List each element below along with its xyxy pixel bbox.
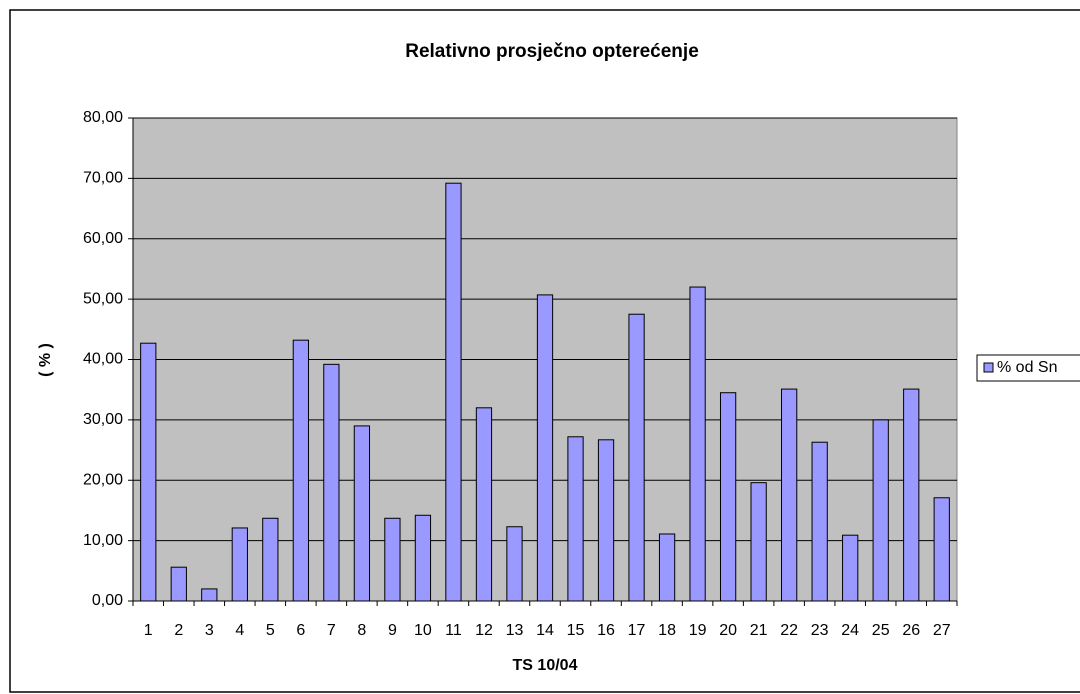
x-tick-label: 2	[174, 622, 183, 639]
x-tick-label: 26	[902, 622, 920, 639]
bar	[903, 388, 920, 602]
y-axis-label: ( % )	[37, 343, 54, 377]
x-tick-label: 7	[327, 622, 336, 639]
x-tick-label: 24	[841, 622, 859, 639]
y-tick-label: 80,00	[83, 109, 123, 126]
chart-title: Relativno prosječno opterećenje	[405, 41, 699, 62]
bar	[292, 339, 309, 602]
x-tick-label: 25	[872, 622, 890, 639]
bar	[658, 533, 676, 602]
bar	[384, 517, 401, 602]
bar	[750, 482, 767, 602]
bar	[567, 436, 584, 602]
x-tick-label: 19	[689, 622, 707, 639]
x-tick-label: 14	[536, 622, 554, 639]
x-tick-label: 4	[235, 622, 244, 639]
y-tick-label: 30,00	[83, 411, 123, 428]
x-axis-label: TS 10/04	[513, 657, 578, 674]
bar	[811, 441, 828, 602]
bar	[872, 419, 889, 602]
x-tick-label: 15	[567, 622, 585, 639]
bar	[781, 388, 798, 602]
x-tick-label: 3	[205, 622, 214, 639]
bar	[353, 425, 371, 602]
x-tick-label: 9	[388, 622, 397, 639]
x-tick-label: 11	[445, 622, 462, 639]
bar	[414, 514, 432, 602]
x-tick-label: 18	[658, 622, 676, 639]
x-tick-label: 20	[719, 622, 737, 639]
bar	[475, 407, 493, 602]
y-tick-label: 0,00	[92, 592, 123, 609]
legend-swatch	[983, 362, 994, 373]
bar	[140, 342, 157, 602]
bar	[201, 588, 218, 602]
x-tick-label: 6	[296, 622, 305, 639]
bar	[597, 439, 615, 602]
x-tick-label: 22	[780, 622, 798, 639]
bar	[170, 566, 187, 602]
bar	[231, 527, 248, 602]
x-tick-label: 17	[628, 622, 646, 639]
x-tick-label: 13	[506, 622, 524, 639]
x-tick-label: 23	[811, 622, 829, 639]
x-tick-label: 12	[475, 622, 493, 639]
y-tick-label: 50,00	[83, 290, 123, 307]
x-tick-label: 27	[933, 622, 951, 639]
bar	[445, 182, 462, 602]
bar	[323, 363, 340, 602]
bar	[689, 286, 706, 602]
y-tick-label: 40,00	[83, 351, 123, 368]
y-tick-label: 70,00	[83, 170, 123, 187]
x-tick-label: 8	[357, 622, 366, 639]
y-tick-label: 10,00	[83, 532, 123, 549]
x-tick-label: 1	[144, 622, 153, 639]
bar	[842, 534, 859, 602]
y-tick-label: 20,00	[83, 471, 123, 488]
x-tick-label: 5	[266, 622, 275, 639]
bar	[628, 313, 645, 602]
x-tick-label: 16	[597, 622, 615, 639]
y-tick-label: 60,00	[83, 230, 123, 247]
bar	[719, 392, 737, 602]
bar	[933, 497, 950, 602]
x-tick-label: 10	[414, 622, 432, 639]
legend-label: % od Sn	[997, 359, 1057, 376]
bar	[262, 517, 279, 602]
bar	[536, 294, 554, 602]
bar	[506, 526, 523, 602]
x-tick-label: 21	[750, 622, 768, 639]
legend-box	[976, 354, 1080, 382]
